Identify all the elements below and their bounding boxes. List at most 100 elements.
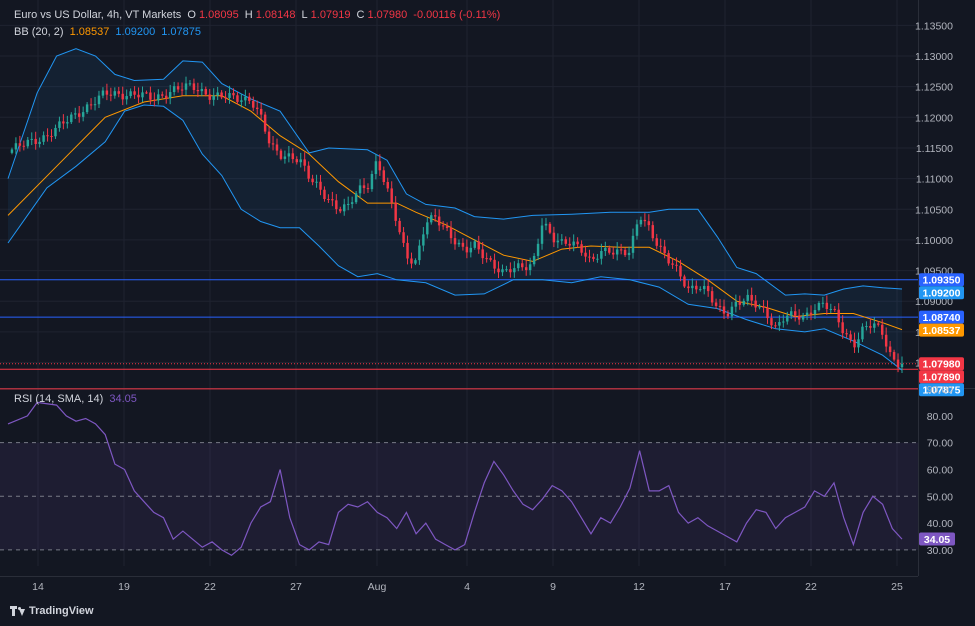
bb-lower-line[interactable]: [7, 104, 903, 371]
candle-body[interactable]: [896, 359, 900, 368]
candle-body[interactable]: [790, 311, 793, 316]
candle-body[interactable]: [418, 245, 421, 261]
candle-body[interactable]: [149, 92, 152, 100]
candle-body[interactable]: [786, 315, 789, 322]
candle-body[interactable]: [200, 88, 204, 92]
bb-upper-line[interactable]: [7, 48, 903, 296]
candle-body[interactable]: [612, 252, 615, 255]
candle-body[interactable]: [473, 241, 477, 248]
candle-body[interactable]: [766, 307, 769, 319]
price-label-badge[interactable]: 1.09350: [919, 273, 964, 287]
candle-body[interactable]: [26, 139, 30, 147]
candle-body[interactable]: [817, 302, 821, 311]
candle-body[interactable]: [137, 94, 140, 98]
candle-body[interactable]: [651, 225, 655, 239]
price-label-badge[interactable]: 1.08537: [919, 323, 964, 337]
candle-body[interactable]: [849, 334, 852, 340]
candle-body[interactable]: [240, 100, 243, 102]
candle-body[interactable]: [283, 156, 287, 159]
candle-body[interactable]: [837, 309, 840, 323]
candle-body[interactable]: [244, 96, 247, 101]
candle-body[interactable]: [390, 188, 393, 203]
candle-body[interactable]: [335, 200, 338, 210]
candle-body[interactable]: [540, 225, 544, 244]
candle-body[interactable]: [695, 285, 698, 290]
candle-body[interactable]: [113, 91, 117, 96]
candle-body[interactable]: [532, 255, 536, 265]
candle-body[interactable]: [865, 326, 868, 328]
candle-body[interactable]: [358, 185, 362, 194]
candle-body[interactable]: [853, 339, 856, 348]
candle-body[interactable]: [437, 216, 441, 226]
candle-body[interactable]: [825, 302, 829, 310]
candle-body[interactable]: [517, 263, 520, 269]
candle-body[interactable]: [22, 145, 26, 147]
candle-body[interactable]: [121, 93, 124, 100]
candle-body[interactable]: [125, 96, 128, 100]
candle-body[interactable]: [354, 193, 358, 203]
candle-body[interactable]: [714, 302, 718, 306]
candle-body[interactable]: [619, 249, 623, 251]
candle-body[interactable]: [430, 215, 433, 223]
candle-body[interactable]: [841, 322, 844, 334]
candle-body[interactable]: [572, 241, 575, 246]
candle-body[interactable]: [497, 268, 500, 273]
candle-body[interactable]: [271, 143, 275, 145]
candle-body[interactable]: [524, 267, 528, 271]
candle-body[interactable]: [311, 178, 314, 183]
rsi-value-badge[interactable]: 34.05: [919, 532, 955, 546]
candle-body[interactable]: [449, 228, 453, 239]
candle-body[interactable]: [718, 305, 722, 307]
price-label-badge[interactable]: 1.08740: [919, 310, 964, 324]
candle-body[interactable]: [370, 173, 374, 190]
tradingview-brand[interactable]: TradingView: [10, 605, 94, 617]
candle-body[interactable]: [394, 202, 397, 221]
candle-body[interactable]: [168, 92, 172, 99]
candle-body[interactable]: [710, 291, 714, 303]
candle-body[interactable]: [821, 302, 825, 304]
candle-body[interactable]: [374, 161, 378, 174]
candle-body[interactable]: [291, 153, 295, 160]
candle-body[interactable]: [615, 249, 619, 255]
candle-body[interactable]: [81, 112, 85, 117]
candle-body[interactable]: [279, 150, 283, 159]
candle-body[interactable]: [888, 346, 892, 353]
price-label-badge[interactable]: 1.09200: [919, 286, 964, 300]
candle-body[interactable]: [165, 95, 168, 99]
candle-body[interactable]: [750, 294, 753, 301]
candle-body[interactable]: [414, 260, 417, 264]
candle-body[interactable]: [513, 268, 516, 273]
candle-body[interactable]: [702, 285, 706, 290]
candle-body[interactable]: [398, 220, 401, 233]
candle-body[interactable]: [869, 326, 872, 328]
candle-body[interactable]: [655, 238, 658, 246]
candle-body[interactable]: [833, 308, 836, 310]
candle-body[interactable]: [465, 246, 469, 253]
candle-body[interactable]: [267, 131, 271, 144]
candle-body[interactable]: [319, 181, 322, 190]
candle-body[interactable]: [493, 259, 496, 269]
candle-body[interactable]: [477, 241, 480, 250]
candle-body[interactable]: [196, 90, 200, 92]
candle-body[interactable]: [441, 225, 445, 227]
time-axis[interactable]: 14 19 22 27 Aug 4 9 12 17 22 25: [32, 581, 903, 593]
candle-body[interactable]: [754, 300, 757, 308]
candle-body[interactable]: [161, 94, 164, 96]
candle-body[interactable]: [85, 104, 89, 113]
candle-body[interactable]: [97, 95, 101, 105]
candle-body[interactable]: [188, 83, 192, 85]
candle-body[interactable]: [548, 223, 552, 233]
candle-body[interactable]: [402, 232, 405, 243]
candle-body[interactable]: [884, 334, 888, 347]
candle-body[interactable]: [307, 165, 310, 179]
candle-body[interactable]: [192, 83, 196, 91]
candle-body[interactable]: [521, 263, 524, 268]
candle-body[interactable]: [687, 286, 690, 289]
candle-body[interactable]: [857, 339, 860, 348]
candle-body[interactable]: [248, 96, 251, 101]
candle-body[interactable]: [46, 135, 49, 137]
rsi-line[interactable]: [7, 401, 903, 557]
candle-body[interactable]: [133, 91, 136, 95]
candle-body[interactable]: [224, 97, 227, 99]
candle-body[interactable]: [410, 258, 413, 264]
